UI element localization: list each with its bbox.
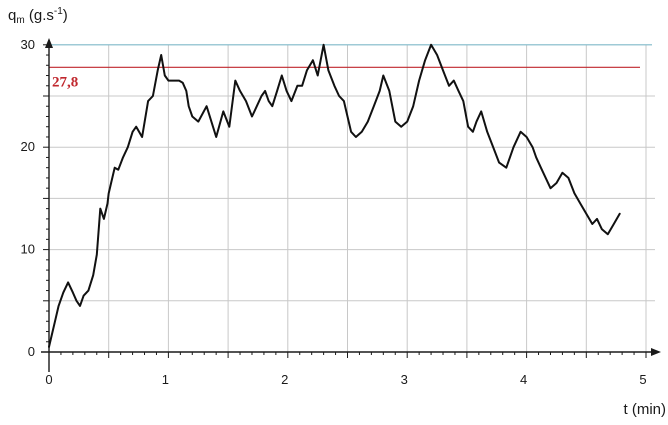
ticks: 0 1 2 3 4 5 0 10 20 30 (21, 37, 647, 387)
y-tick-label: 20 (21, 139, 35, 154)
y-tick-label: 0 (28, 344, 35, 359)
y-axis-arrow (45, 38, 53, 48)
grid (49, 44, 655, 352)
reference-line-label: 27,8 (52, 74, 78, 90)
x-tick-label: 4 (520, 372, 527, 387)
x-tick-label: 5 (639, 372, 646, 387)
y-tick-label: 30 (21, 37, 35, 52)
x-tick-label: 1 (162, 372, 169, 387)
x-tick-label: 3 (401, 372, 408, 387)
y-axis-label: qm (g.s-1) (8, 6, 68, 26)
series-line-qm (48, 43, 621, 348)
x-axis-arrow (651, 348, 661, 356)
y-tick-label: 10 (21, 242, 35, 257)
x-tick-label: 2 (281, 372, 288, 387)
x-axis (41, 348, 661, 356)
x-axis-label: t (min) (624, 401, 667, 418)
x-tick-label: 0 (45, 372, 52, 387)
